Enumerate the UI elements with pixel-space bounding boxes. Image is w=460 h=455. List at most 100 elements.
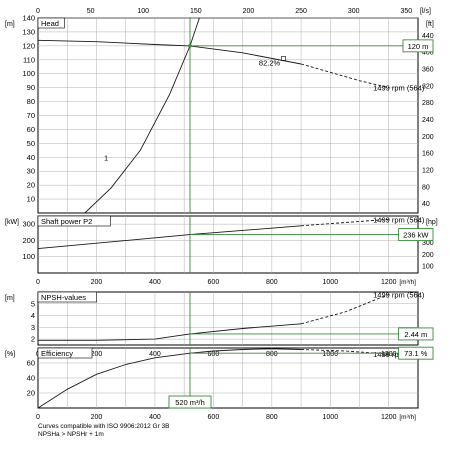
panel-title: Efficiency — [41, 349, 73, 358]
y-tick-label: 40 — [27, 374, 35, 383]
series-line — [38, 39, 302, 65]
duty-value-label: 120 m — [408, 42, 429, 51]
duty-value-box — [398, 327, 434, 341]
y-tick-label-right: 280 — [422, 100, 434, 107]
series-line — [84, 18, 200, 213]
x-tick-label-top: 150 — [190, 8, 202, 15]
y-tick-label-right: 40 — [422, 201, 430, 208]
y-tick-label: 100 — [22, 69, 35, 78]
y-tick-label: 130 — [22, 27, 35, 36]
annotation-label: 82.2% — [259, 59, 281, 68]
y-tick-label-right: 80 — [422, 184, 430, 191]
panel-title: Shaft power P2 — [41, 217, 92, 226]
y-tick-label: 40 — [27, 153, 35, 162]
duty-value-label: 2.44 m — [404, 330, 427, 339]
x-tick-label: 400 — [149, 279, 161, 286]
x-tick-label: 600 — [208, 279, 220, 286]
panel-title: NPSH-values — [41, 293, 86, 302]
y-tick-label: 120 — [22, 41, 35, 50]
series-line — [38, 348, 302, 408]
annotation-label: 1499 rpm (564) — [373, 215, 425, 224]
duty-flow-label: 520 m³/h — [175, 398, 205, 407]
panel-title-box — [37, 347, 93, 359]
x-tick-label-top: 200 — [243, 8, 255, 15]
x-tick-label-top: 350 — [400, 8, 412, 15]
y-tick-label-right: 240 — [422, 117, 434, 124]
x-tick-label: 0 — [36, 279, 40, 286]
x-tick-label: 0 — [36, 414, 40, 421]
y-tick-label-right: 300 — [422, 240, 434, 247]
x-tick-label: 400 — [149, 414, 161, 421]
y-tick-label: 200 — [22, 236, 35, 245]
x-unit-label: [m³/h] — [399, 279, 416, 286]
y-tick-label: 60 — [27, 359, 35, 368]
x-tick-label-top: 50 — [87, 8, 95, 15]
y-tick-label-right: 100 — [422, 264, 434, 271]
x-tick-label: 800 — [266, 414, 278, 421]
x-tick-label-top: 0 — [36, 8, 40, 15]
y-tick-label: 90 — [27, 83, 35, 92]
y-tick-label: 50 — [27, 139, 35, 148]
y-tick-label: 10 — [27, 195, 35, 204]
panel-frame — [37, 291, 419, 346]
annotation-label: 1499 rpm (564) — [373, 290, 425, 299]
npsh-note: NPSHa > NPSHr + 1m — [38, 431, 104, 438]
y-unit-label: [m] — [5, 21, 15, 28]
y-unit-label: [kW] — [5, 219, 19, 226]
y-tick-label: 30 — [27, 167, 35, 176]
x-unit-label: [m³/h] — [399, 414, 416, 421]
annotation-label: 1499 rpm (564) — [373, 84, 425, 93]
series-line — [38, 323, 302, 341]
y-tick-label-right: 200 — [422, 252, 434, 259]
y-tick-label-right: 360 — [422, 67, 434, 74]
y-tick-label-right: 200 — [422, 134, 434, 141]
y-tick-label: 20 — [27, 181, 35, 190]
y-tick-label-right: 400 — [422, 50, 434, 57]
panel-title-box — [37, 17, 65, 29]
panel-title-box — [37, 215, 111, 227]
best-efficiency-marker — [281, 56, 286, 61]
duty-flow-box — [168, 395, 212, 409]
y-tick-label: 70 — [27, 111, 35, 120]
panel-title: Head — [41, 19, 59, 28]
series-line — [38, 225, 302, 250]
series-line — [300, 63, 389, 89]
duty-point-marker — [188, 44, 192, 48]
y-tick-label-right: 120 — [422, 167, 434, 174]
x-tick-label-top: 250 — [295, 8, 307, 15]
y-tick-label: 3 — [31, 323, 35, 332]
duty-value-box — [398, 346, 434, 360]
y-unit-label-right: [ft] — [426, 21, 434, 28]
x-tick-label: 1000 — [323, 279, 339, 286]
duty-value-box — [402, 39, 434, 53]
y-tick-label: 80 — [27, 97, 35, 106]
iso-note: Curves compatible with ISO 9906:2012 Gr … — [38, 423, 170, 430]
panel-frame — [37, 215, 419, 274]
x-tick-label: 1200 — [381, 414, 397, 421]
y-tick-label: 140 — [22, 14, 35, 23]
x-tick-label-top: 300 — [348, 8, 360, 15]
y-unit-label-right: [hp] — [426, 219, 438, 226]
annotation-label: 1 — [104, 153, 108, 162]
y-tick-label: 2 — [31, 335, 35, 344]
x-unit-label-top: [l/s] — [420, 8, 431, 15]
y-tick-label: 100 — [22, 252, 35, 261]
y-tick-label-right: 320 — [422, 83, 434, 90]
x-tick-label: 600 — [208, 414, 220, 421]
y-tick-label-right: 160 — [422, 151, 434, 158]
x-tick-label: 1200 — [381, 279, 397, 286]
y-tick-label: 20 — [27, 389, 35, 398]
x-tick-label: 800 — [266, 279, 278, 286]
y-tick-label: 60 — [27, 125, 35, 134]
x-tick-label-top: 100 — [137, 8, 149, 15]
panel-title-box — [37, 291, 97, 303]
y-tick-label-right: 440 — [422, 33, 434, 40]
y-unit-label: [%] — [5, 351, 15, 358]
y-tick-label: 110 — [23, 55, 35, 64]
duty-value-box — [398, 228, 434, 242]
y-tick-label: 300 — [22, 220, 35, 229]
y-tick-label: 5 — [31, 299, 35, 308]
series-line — [300, 293, 389, 325]
y-unit-label: [m] — [5, 295, 15, 302]
